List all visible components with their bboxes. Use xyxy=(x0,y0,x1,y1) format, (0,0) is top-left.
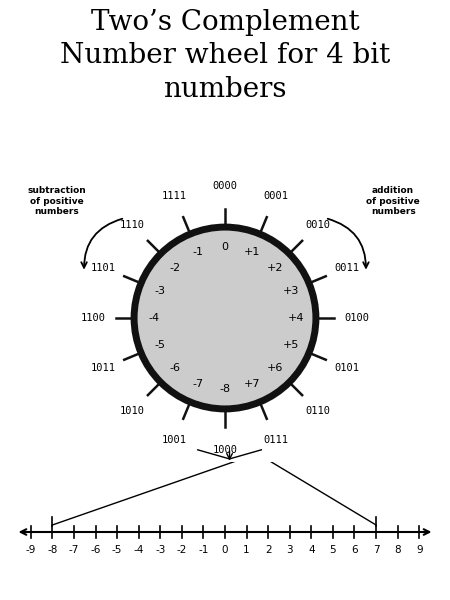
Text: 0000: 0000 xyxy=(212,181,238,191)
Text: 1010: 1010 xyxy=(119,406,144,416)
Text: +2: +2 xyxy=(267,263,284,273)
Text: 0110: 0110 xyxy=(306,406,331,416)
Text: 0001: 0001 xyxy=(263,191,288,201)
Text: 3: 3 xyxy=(287,545,293,554)
Text: -8: -8 xyxy=(47,545,58,554)
Text: 1110: 1110 xyxy=(119,220,144,230)
Text: 5: 5 xyxy=(329,545,336,554)
Text: -7: -7 xyxy=(69,545,79,554)
Text: +6: +6 xyxy=(267,363,284,373)
Text: 1101: 1101 xyxy=(91,263,116,272)
Text: 1111: 1111 xyxy=(162,191,187,201)
Text: +3: +3 xyxy=(282,286,299,296)
Text: -5: -5 xyxy=(112,545,122,554)
Text: 0011: 0011 xyxy=(334,263,359,272)
Text: 0111: 0111 xyxy=(263,435,288,445)
Text: -3: -3 xyxy=(154,286,165,296)
Text: -6: -6 xyxy=(169,363,180,373)
Text: -7: -7 xyxy=(192,379,203,389)
Text: 0010: 0010 xyxy=(306,220,331,230)
Text: +7: +7 xyxy=(244,379,261,389)
Text: subtraction
of positive
numbers: subtraction of positive numbers xyxy=(27,186,86,216)
Text: 4: 4 xyxy=(308,545,315,554)
Text: -5: -5 xyxy=(154,340,165,350)
Text: Two’s Complement
Number wheel for 4 bit
numbers: Two’s Complement Number wheel for 4 bit … xyxy=(60,9,390,103)
Text: 0: 0 xyxy=(221,242,229,252)
Text: +1: +1 xyxy=(244,247,260,257)
Text: -8: -8 xyxy=(220,384,230,394)
Text: -2: -2 xyxy=(169,263,180,273)
Text: 6: 6 xyxy=(351,545,358,554)
Text: 0101: 0101 xyxy=(334,364,359,373)
Text: 0: 0 xyxy=(222,545,228,554)
Text: -4: -4 xyxy=(148,313,160,323)
Text: 1100: 1100 xyxy=(81,313,106,323)
Text: 9: 9 xyxy=(416,545,423,554)
Text: -6: -6 xyxy=(90,545,101,554)
Text: 0100: 0100 xyxy=(344,313,369,323)
Text: 1: 1 xyxy=(243,545,250,554)
Text: 1011: 1011 xyxy=(91,364,116,373)
Text: 7: 7 xyxy=(373,545,379,554)
Text: -2: -2 xyxy=(177,545,187,554)
Text: +4: +4 xyxy=(288,313,304,323)
Text: -3: -3 xyxy=(155,545,166,554)
Text: -1: -1 xyxy=(198,545,209,554)
Text: 1001: 1001 xyxy=(162,435,187,445)
Text: 1000: 1000 xyxy=(212,445,238,455)
Text: addition
of positive
numbers: addition of positive numbers xyxy=(366,186,420,216)
Text: 2: 2 xyxy=(265,545,271,554)
Circle shape xyxy=(134,227,316,409)
Text: -9: -9 xyxy=(26,545,36,554)
Text: +5: +5 xyxy=(282,340,299,350)
Text: -1: -1 xyxy=(192,247,203,257)
Text: -4: -4 xyxy=(134,545,144,554)
Text: 8: 8 xyxy=(394,545,401,554)
